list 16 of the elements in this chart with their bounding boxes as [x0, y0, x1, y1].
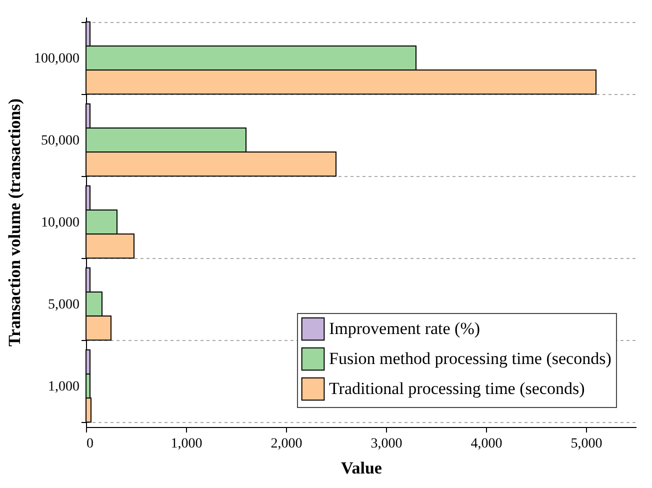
y-tick-label: 100,000	[34, 52, 80, 66]
legend-label: Fusion method processing time (seconds)	[329, 349, 612, 368]
y-tick-label: 1,000	[48, 380, 80, 394]
y-axis-title: Transaction volume (transactions)	[5, 98, 24, 347]
x-tick-label: 2,000	[270, 436, 302, 452]
y-tick-label: 5,000	[48, 298, 80, 312]
x-axis-title: Value	[341, 458, 382, 478]
legend-label: Traditional processing time (seconds)	[329, 379, 585, 398]
x-tick-label: 3,000	[370, 436, 402, 452]
x-tick-label: 5,000	[570, 436, 602, 452]
y-tick-label: 50,000	[41, 134, 80, 148]
x-tick-label: 1,000	[170, 436, 202, 452]
legend-label: Improvement rate (%)	[329, 319, 480, 338]
x-tick-label: 4,000	[470, 436, 502, 452]
y-tick-label: 10,000	[41, 216, 80, 230]
x-tick-label: 0	[86, 436, 94, 452]
